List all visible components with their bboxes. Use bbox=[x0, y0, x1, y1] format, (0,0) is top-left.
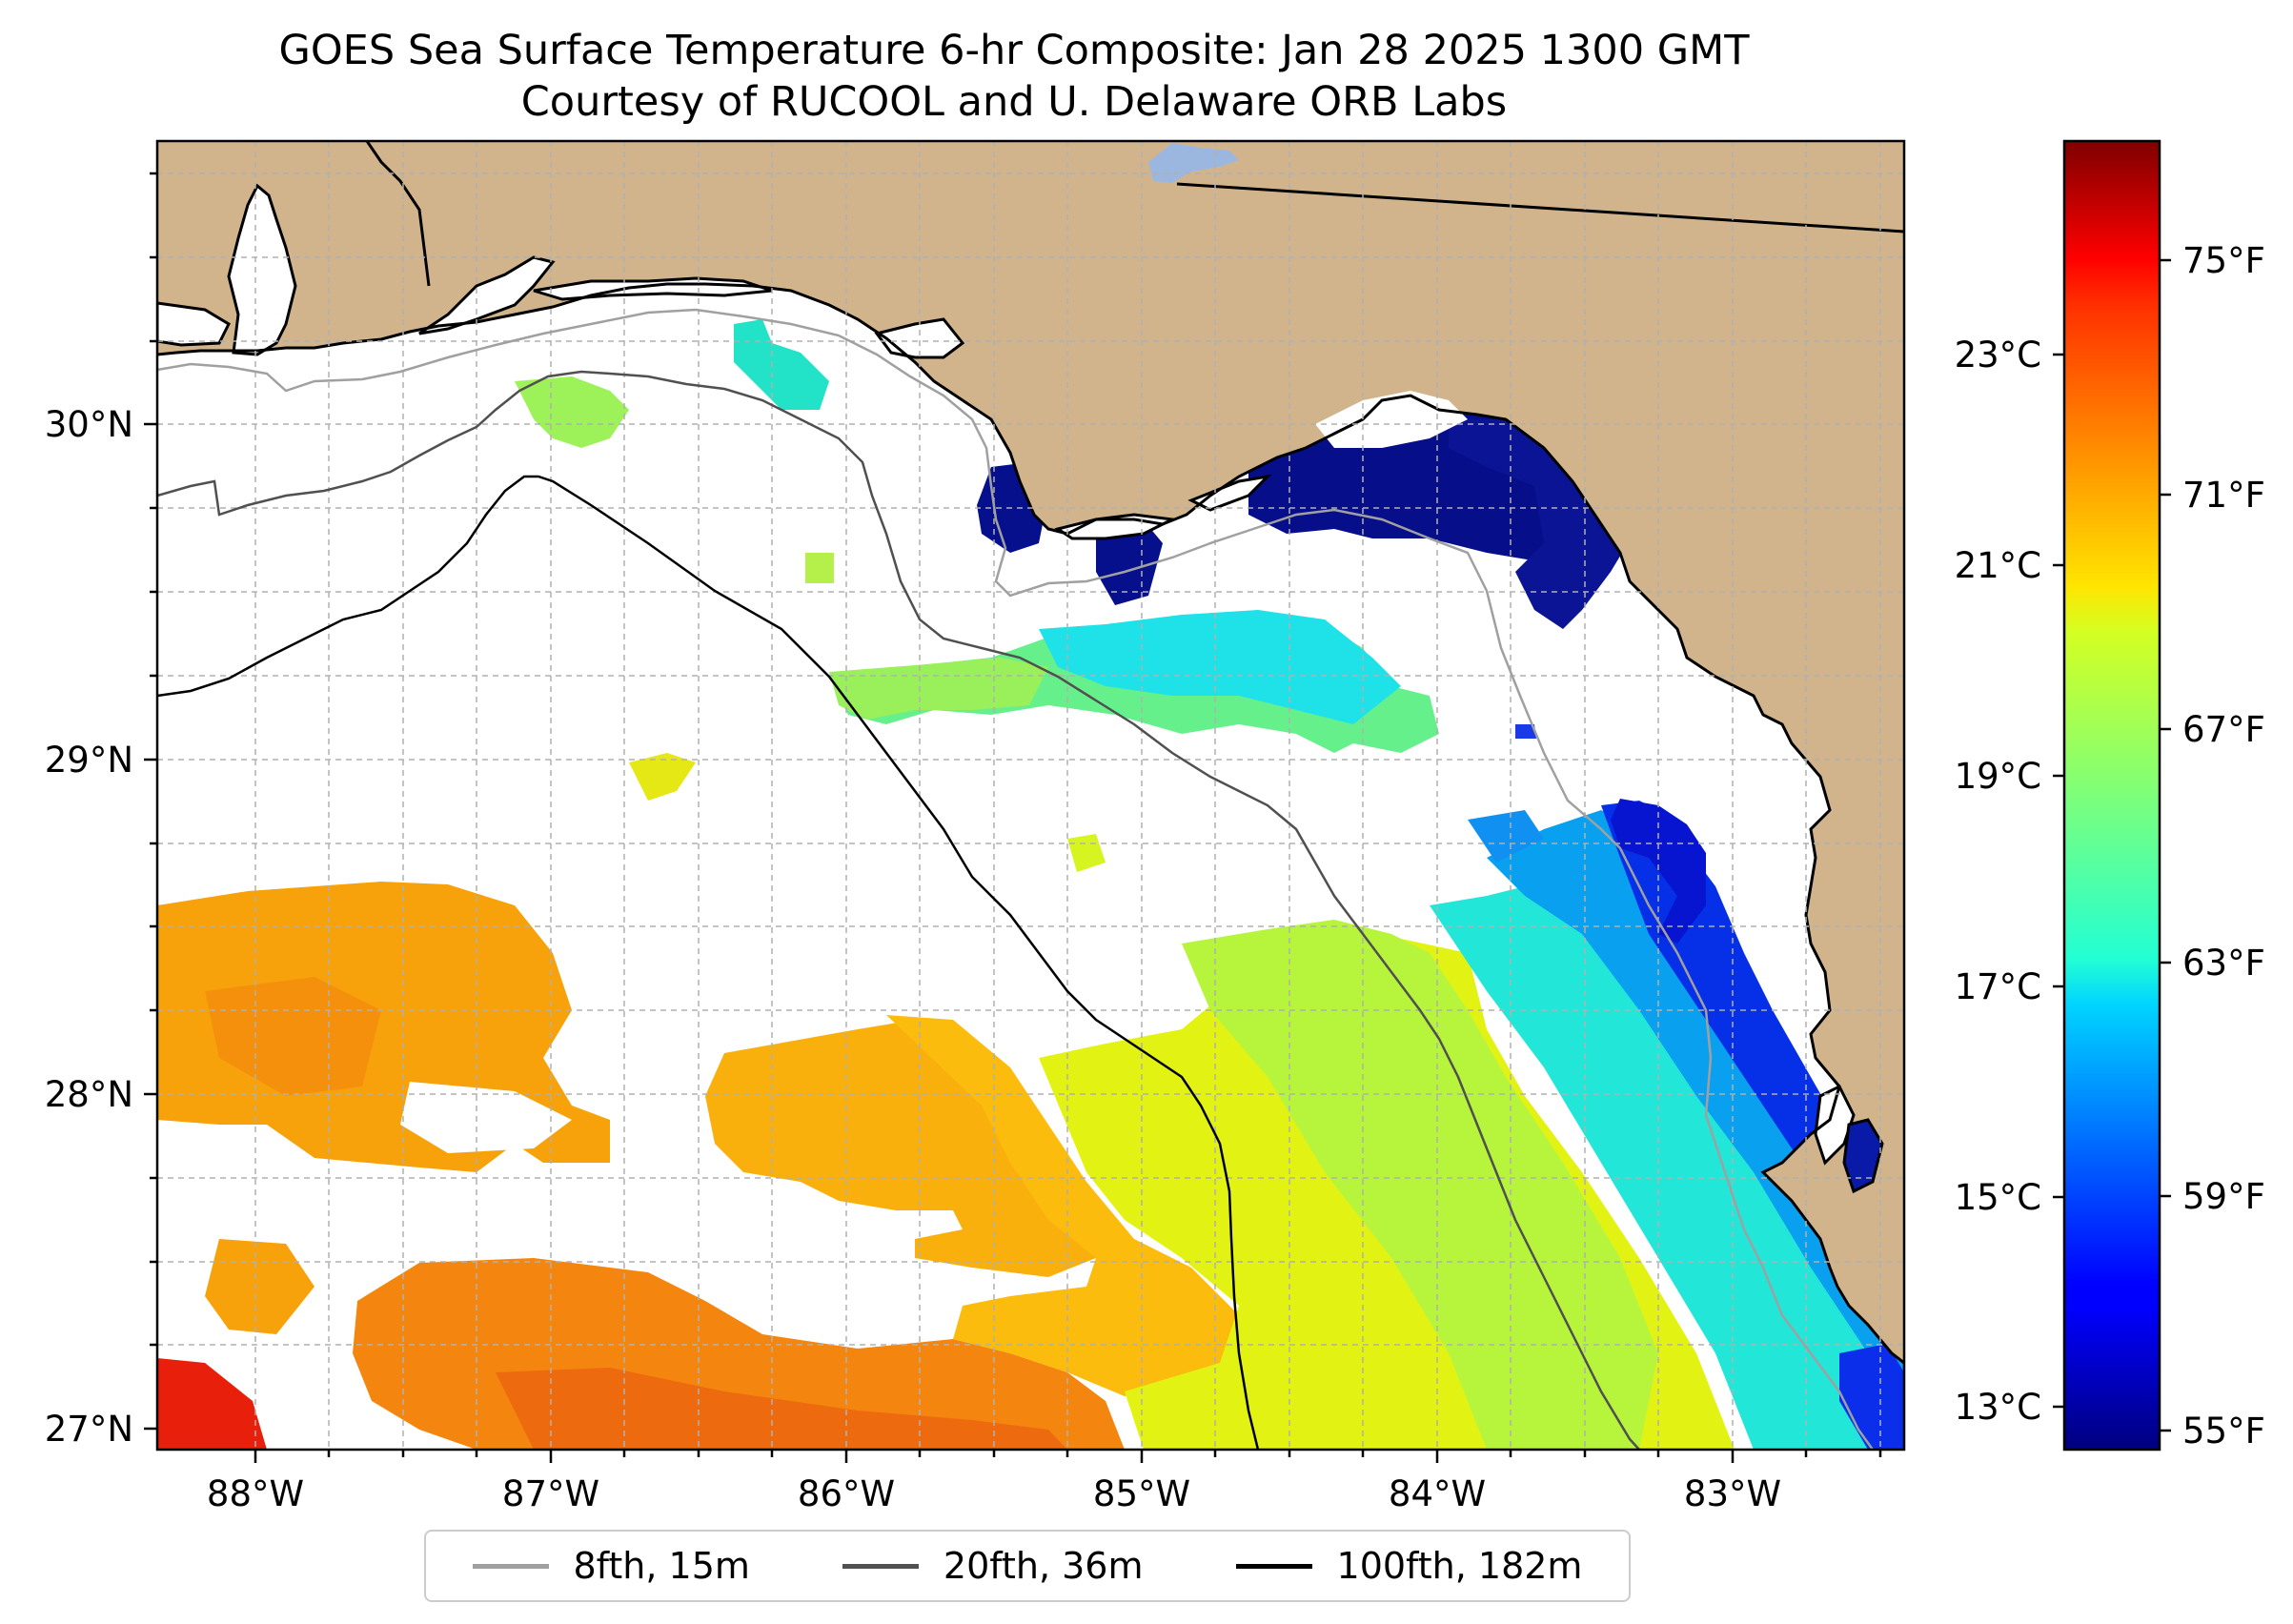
isobath-20fth bbox=[157, 370, 1640, 1450]
legend-item-100fth: 100fth, 182m bbox=[1235, 1545, 1583, 1587]
legend-label: 20fth, 36m bbox=[943, 1545, 1144, 1587]
colorbar-f-label: 55°F bbox=[2182, 1411, 2265, 1451]
colorbar: 13°C 15°C 17°C 19°C 21°C 23°C 55°F 59°F … bbox=[1955, 139, 2265, 1451]
sst-yellow-green-region bbox=[1039, 920, 1735, 1450]
colorbar-f-label: 75°F bbox=[2182, 240, 2265, 281]
colorbar-c-label: 17°C bbox=[1955, 966, 2041, 1007]
colorbar-c-label: 23°C bbox=[1955, 335, 2041, 376]
legend-line-icon bbox=[472, 1563, 549, 1569]
colorbar-c-label: 13°C bbox=[1955, 1387, 2041, 1428]
lon-label: 87°W bbox=[502, 1473, 599, 1514]
lat-label: 29°N bbox=[45, 740, 133, 781]
colorbar-c-label: 19°C bbox=[1955, 756, 2041, 797]
lat-label: 30°N bbox=[45, 404, 133, 445]
lake bbox=[1148, 143, 1239, 183]
colorbar-f-label: 71°F bbox=[2182, 475, 2265, 516]
chart-title: GOES Sea Surface Temperature 6-hr Compos… bbox=[278, 27, 1750, 74]
sst-orange-region bbox=[157, 882, 1239, 1450]
chart-subtitle: Courtesy of RUCOOL and U. Delaware ORB L… bbox=[520, 78, 1508, 126]
lon-label: 84°W bbox=[1389, 1473, 1486, 1514]
lon-label: 83°W bbox=[1684, 1473, 1781, 1514]
colorbar-c-label: 21°C bbox=[1955, 545, 2041, 586]
legend-label: 100fth, 182m bbox=[1336, 1545, 1583, 1587]
axis-ticks bbox=[144, 172, 1882, 1463]
legend-label: 8fth, 15m bbox=[573, 1545, 750, 1587]
colorbar-f-label: 63°F bbox=[2182, 943, 2265, 984]
colorbar-f-label: 67°F bbox=[2182, 709, 2265, 750]
legend-line-icon bbox=[1235, 1563, 1312, 1569]
isobath-100fth bbox=[157, 475, 1260, 1450]
gridlines bbox=[157, 141, 1904, 1450]
lat-label: 27°N bbox=[45, 1409, 133, 1450]
legend-item-20fth: 20fth, 36m bbox=[842, 1545, 1144, 1587]
coastline bbox=[157, 282, 1904, 1365]
lon-label: 85°W bbox=[1093, 1473, 1190, 1514]
lon-label: 88°W bbox=[207, 1473, 304, 1514]
colorbar-f-label: 59°F bbox=[2182, 1176, 2265, 1217]
lat-label: 28°N bbox=[45, 1074, 133, 1115]
state-border bbox=[1176, 182, 1904, 233]
land-mass bbox=[157, 141, 1904, 1363]
map-panel bbox=[155, 139, 1906, 1451]
lon-label: 86°W bbox=[798, 1473, 895, 1514]
isobath-legend: 8fth, 15m 20fth, 36m 100fth, 182m bbox=[424, 1530, 1631, 1602]
isobath-8fth bbox=[157, 308, 1875, 1450]
colorbar-c-label: 15°C bbox=[1955, 1177, 2041, 1218]
legend-line-icon bbox=[842, 1563, 919, 1569]
legend-item-8fth: 8fth, 15m bbox=[472, 1545, 750, 1587]
